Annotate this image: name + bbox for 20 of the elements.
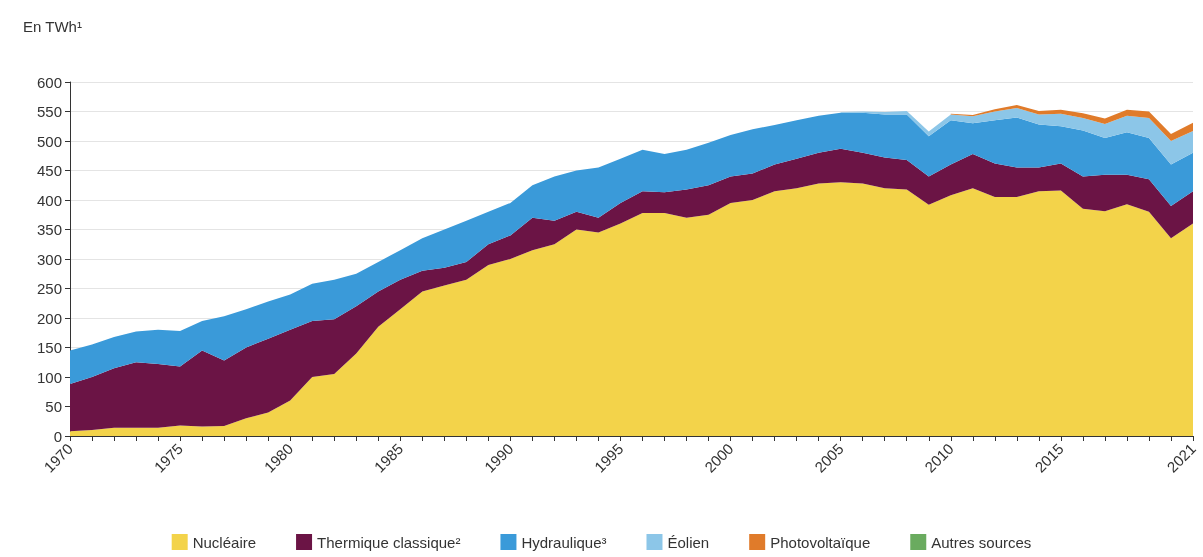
y-tick-label: 600 xyxy=(36,73,62,91)
y-tick-label: 0 xyxy=(53,427,62,445)
y-tick-label: 450 xyxy=(36,162,62,179)
y-tick-label: 50 xyxy=(45,398,62,415)
y-tick-label: 300 xyxy=(36,250,62,268)
legend-label: Autres sources xyxy=(931,533,1032,551)
y-tick-label: 400 xyxy=(36,191,62,209)
legend-label: Éolien xyxy=(667,533,710,551)
legend-label: Thermique classique² xyxy=(317,533,461,551)
legend-label: Nucléaire xyxy=(192,533,257,551)
y-tick-label: 150 xyxy=(36,339,62,356)
chart-title: En TWh¹ xyxy=(23,18,82,35)
legend-label: Photovoltaïque xyxy=(770,533,871,551)
y-tick-label: 250 xyxy=(36,280,62,297)
y-tick-label: 100 xyxy=(36,368,62,386)
y-tick-label: 500 xyxy=(36,132,62,150)
y-tick-label: 350 xyxy=(36,221,62,238)
legend-label: Hydraulique³ xyxy=(521,533,607,551)
y-tick-label: 200 xyxy=(36,309,62,327)
y-tick-label: 550 xyxy=(36,103,62,120)
